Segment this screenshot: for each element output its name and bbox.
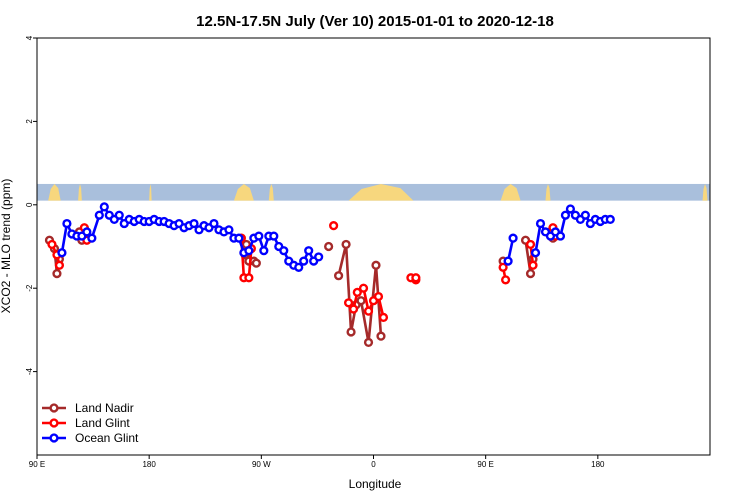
y-tick-label-0: -4 bbox=[25, 367, 34, 375]
data-point-2-0-42 bbox=[269, 231, 279, 241]
data-point-0-0-2 bbox=[52, 269, 62, 279]
data-point-1-7-1 bbox=[501, 275, 511, 285]
y-tick-label-2: 0 bbox=[25, 202, 34, 207]
data-point-2-0-26 bbox=[189, 218, 199, 229]
legend-marker-2 bbox=[49, 433, 59, 443]
data-point-2-0-33 bbox=[224, 225, 234, 235]
land-band-2 bbox=[149, 183, 152, 201]
data-point-1-8-0 bbox=[525, 239, 536, 250]
data-point-2-2-0 bbox=[530, 248, 541, 258]
data-point-2-0-30 bbox=[209, 218, 219, 229]
data-point-1-4-0 bbox=[343, 298, 354, 308]
land-band-1 bbox=[78, 183, 82, 201]
data-point-2-0-5 bbox=[82, 227, 92, 237]
y-axis: -4 -2 0 2 4 bbox=[25, 35, 37, 375]
y-axis-label: XCO2 - MLO trend (ppm) bbox=[0, 179, 13, 314]
x-tick-label-5: 180 bbox=[591, 460, 605, 469]
data-point-1-3-0 bbox=[329, 221, 339, 231]
data-point-0-5-2 bbox=[346, 327, 356, 337]
data-point-2-0-51 bbox=[314, 252, 324, 262]
data-point-0-2-3 bbox=[251, 258, 261, 268]
x-axis-label: Longitude bbox=[349, 477, 402, 491]
data-point-2-0-37 bbox=[244, 246, 254, 256]
data-point-0-4-0 bbox=[324, 241, 334, 252]
series-land-nadir bbox=[44, 227, 558, 348]
data-point-1-8-1 bbox=[528, 260, 538, 270]
plot-series bbox=[44, 202, 615, 348]
data-point-2-1-1 bbox=[508, 233, 518, 243]
data-point-2-2-15 bbox=[605, 214, 615, 224]
data-point-2-0-1 bbox=[62, 218, 72, 229]
data-point-2-2-6 bbox=[560, 210, 571, 220]
y-tick-label-1: -2 bbox=[25, 284, 34, 292]
data-point-1-4-6 bbox=[373, 291, 384, 302]
plot-frame bbox=[36, 37, 711, 456]
data-point-2-0-11 bbox=[114, 210, 124, 220]
x-axis: 90 E 180 90 W 0 90 E 180 bbox=[29, 455, 605, 469]
legend-marker-0 bbox=[49, 403, 59, 413]
data-point-1-6-0 bbox=[411, 273, 421, 283]
data-point-2-0-6 bbox=[87, 233, 97, 243]
data-point-2-2-7 bbox=[565, 204, 576, 214]
series-ocean-glint bbox=[57, 202, 615, 272]
data-point-0-5-4 bbox=[356, 296, 366, 306]
data-point-2-0-0 bbox=[57, 248, 67, 258]
x-tick-label-2: 90 W bbox=[252, 460, 271, 469]
data-point-2-0-35 bbox=[234, 233, 244, 243]
data-point-1-2-2 bbox=[244, 273, 254, 283]
data-point-1-4-4 bbox=[363, 306, 374, 316]
land-band-7 bbox=[545, 183, 551, 201]
data-point-0-5-7 bbox=[376, 331, 386, 341]
data-point-1-4-2 bbox=[352, 287, 362, 297]
data-point-1-0-2 bbox=[54, 260, 65, 270]
data-point-2-2-1 bbox=[535, 218, 546, 229]
x-tick-label-4: 90 E bbox=[477, 460, 493, 469]
land-band-5 bbox=[348, 183, 414, 201]
data-point-0-5-1 bbox=[341, 239, 351, 250]
data-point-0-5-5 bbox=[363, 337, 374, 348]
data-point-2-0-49 bbox=[304, 246, 314, 256]
data-point-1-7-0 bbox=[498, 262, 508, 272]
data-point-0-5-6 bbox=[371, 260, 381, 270]
data-point-2-0-8 bbox=[99, 202, 109, 212]
data-point-2-0-39 bbox=[254, 231, 264, 241]
land-band-0 bbox=[48, 183, 61, 201]
data-point-1-0-0 bbox=[47, 239, 57, 250]
x-tick-label-1: 180 bbox=[142, 460, 156, 469]
legend-marker-1 bbox=[49, 418, 59, 428]
x-tick-label-3: 0 bbox=[371, 460, 376, 469]
legend-label-1: Land Glint bbox=[75, 416, 130, 430]
land-band-6 bbox=[500, 183, 521, 201]
legend-label-2: Ocean Glint bbox=[75, 431, 139, 445]
data-point-2-0-7 bbox=[94, 210, 104, 220]
data-point-2-0-44 bbox=[279, 246, 289, 256]
background-band bbox=[37, 183, 710, 201]
land-band-3 bbox=[233, 183, 254, 201]
chart-title: 12.5N-17.5N July (Ver 10) 2015-01-01 to … bbox=[196, 13, 554, 30]
x-tick-label-0: 90 E bbox=[29, 460, 45, 469]
y-tick-label-3: 2 bbox=[25, 119, 34, 124]
data-point-2-0-48 bbox=[299, 256, 309, 266]
data-point-1-4-3 bbox=[358, 283, 369, 293]
data-point-2-0-40 bbox=[259, 246, 269, 256]
legend-label-0: Land Nadir bbox=[75, 401, 134, 415]
data-point-2-2-5 bbox=[555, 231, 566, 241]
series-land-glint bbox=[47, 221, 561, 322]
data-point-1-4-7 bbox=[378, 312, 389, 322]
data-point-1-4-1 bbox=[348, 304, 359, 314]
data-point-2-1-0 bbox=[503, 256, 513, 266]
land-band-8 bbox=[702, 183, 708, 201]
land-band-4 bbox=[268, 183, 274, 201]
data-point-0-5-0 bbox=[334, 271, 344, 281]
data-point-2-2-10 bbox=[580, 210, 590, 220]
y-tick-label-4: 4 bbox=[25, 35, 34, 40]
data-point-2-0-47 bbox=[294, 262, 304, 272]
data-point-0-7-1 bbox=[525, 269, 536, 279]
